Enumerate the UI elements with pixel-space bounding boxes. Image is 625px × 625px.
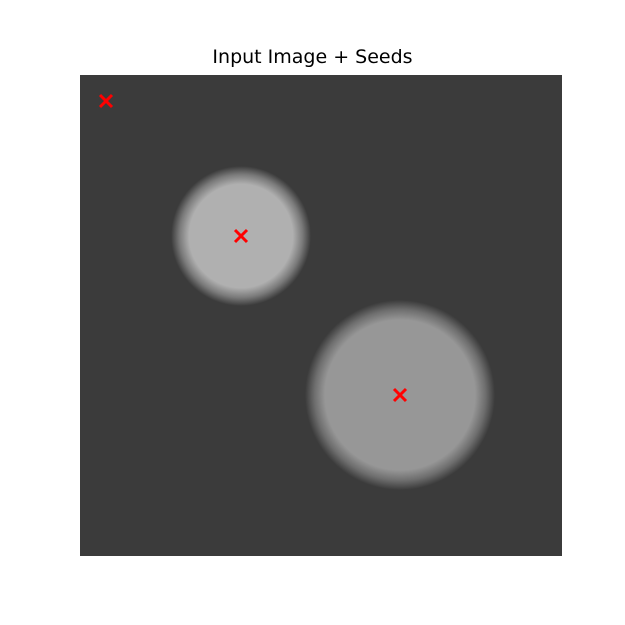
seed-marker-background: [98, 93, 114, 109]
input-image: [80, 75, 562, 556]
seed-marker-large-blob: [392, 387, 408, 403]
image-background: [80, 75, 562, 556]
seed-marker-small-blob: [233, 228, 249, 244]
input-image-panel: [80, 75, 562, 556]
figure-title: Input Image + Seeds: [212, 46, 413, 68]
